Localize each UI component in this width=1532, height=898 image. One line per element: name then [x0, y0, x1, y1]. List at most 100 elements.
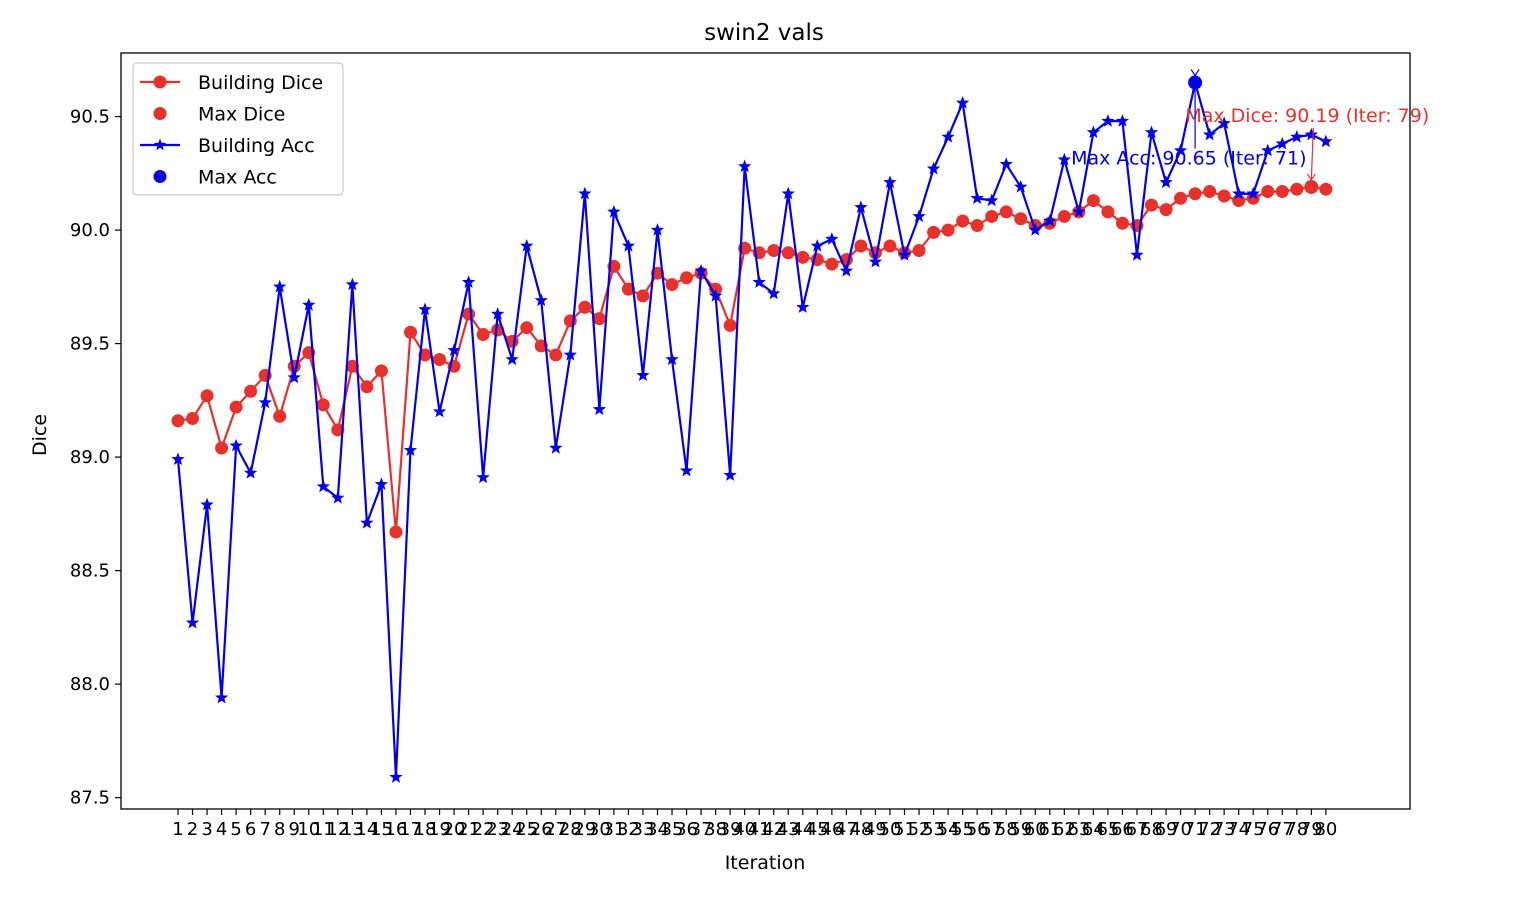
data-point	[1101, 114, 1115, 127]
data-point	[360, 515, 374, 529]
legend-label: Building Acc	[198, 135, 315, 157]
data-point	[650, 223, 665, 236]
max-acc-arrowhead	[1190, 69, 1200, 77]
data-point	[171, 414, 185, 428]
data-point	[592, 402, 607, 416]
x-tick-label: 9	[289, 819, 300, 840]
max-dice-annotation: Max Dice: 90.19 (Iter: 79)	[1185, 105, 1429, 127]
data-point	[1057, 209, 1071, 223]
data-point	[1290, 130, 1304, 143]
x-tick-label: 2	[187, 819, 198, 840]
x-tick-label: 55	[951, 819, 974, 840]
x-tick-label: 43	[777, 819, 800, 840]
x-tick-label: 68	[1140, 819, 1163, 840]
data-point	[215, 441, 229, 455]
x-tick-label: 11	[312, 819, 335, 840]
x-tick-label: 31	[602, 819, 625, 840]
data-point	[200, 389, 214, 403]
data-point	[447, 343, 461, 357]
data-point	[505, 352, 519, 366]
data-point	[767, 286, 781, 300]
x-tick-label: 45	[806, 819, 829, 840]
x-tick-label: 76	[1256, 819, 1279, 840]
data-point	[549, 441, 563, 454]
data-point	[985, 193, 999, 207]
x-tick-label: 71	[1184, 819, 1207, 840]
x-tick-label: 17	[399, 819, 422, 840]
data-point	[1290, 182, 1304, 196]
data-point	[1261, 143, 1275, 157]
x-tick-label: 20	[443, 819, 466, 840]
data-point	[389, 770, 403, 783]
data-point	[927, 225, 941, 239]
data-point	[578, 300, 592, 314]
data-point	[549, 348, 563, 362]
data-point	[287, 370, 301, 384]
x-tick-label: 67	[1126, 819, 1149, 840]
x-tick-label: 34	[646, 819, 669, 840]
x-tick-label: 26	[530, 819, 553, 840]
x-tick-label: 41	[748, 819, 771, 840]
y-tick-label: 88.5	[70, 561, 110, 582]
x-tick-label: 73	[1213, 819, 1236, 840]
x-tick-label: 65	[1096, 819, 1119, 840]
legend-swatch-marker	[153, 138, 167, 151]
legend-item-max-acc: Max Acc	[153, 167, 277, 189]
data-point	[258, 395, 272, 409]
data-point	[854, 239, 868, 253]
data-point	[621, 282, 635, 296]
x-tick-label: 47	[835, 819, 858, 840]
data-point	[331, 490, 345, 504]
data-point	[796, 300, 810, 313]
data-point	[360, 380, 374, 394]
x-tick-label: 69	[1155, 819, 1178, 840]
annotation-layer: Max Dice: 90.19 (Iter: 79) Max Acc: 90.65…	[1071, 69, 1429, 194]
data-point	[476, 470, 490, 484]
x-tick-label: 36	[675, 819, 698, 840]
x-axis-label: Iteration	[725, 852, 806, 874]
series-line	[177, 185, 1327, 534]
x-tick-label: 75	[1242, 819, 1265, 840]
x-tick-label: 60	[1024, 819, 1047, 840]
data-point	[1319, 182, 1333, 196]
x-tick-label: 79	[1300, 819, 1323, 840]
x-tick-label: 3	[201, 819, 212, 840]
data-point	[1144, 125, 1159, 139]
x-tick-label: 18	[414, 819, 437, 840]
x-axis: 1 2 3 4 5 6 7 8 91011121314151617181920212223242…	[172, 809, 1337, 840]
legend-item-building-dice: Building Dice	[140, 72, 323, 94]
data-point	[752, 275, 766, 288]
x-tick-label: 22	[472, 819, 495, 840]
data-point	[302, 298, 316, 311]
data-point	[1086, 194, 1100, 208]
y-tick-label: 88.0	[70, 674, 110, 695]
data-point	[868, 254, 883, 268]
data-point	[432, 404, 447, 418]
max-dice-arrow	[1310, 127, 1314, 180]
x-tick-label: 72	[1198, 819, 1221, 840]
data-point	[578, 186, 592, 200]
data-point	[185, 615, 200, 629]
x-tick-label: 56	[966, 819, 989, 840]
x-tick-label: 63	[1067, 819, 1090, 840]
data-point	[316, 398, 330, 412]
legend-box	[132, 62, 344, 196]
data-point	[621, 238, 636, 252]
data-point	[433, 352, 447, 366]
data-point	[854, 200, 868, 214]
data-point	[1261, 184, 1275, 198]
x-tick-label: 58	[995, 819, 1018, 840]
data-point	[273, 409, 287, 423]
y-tick-label: 90.5	[70, 107, 110, 128]
x-tick-label: 19	[428, 819, 451, 840]
x-tick-label: 42	[762, 819, 785, 840]
x-tick-label: 52	[908, 819, 931, 840]
series-building-dice	[171, 180, 1333, 539]
data-point	[839, 263, 854, 277]
data-point	[708, 288, 723, 302]
data-point	[1145, 198, 1159, 212]
data-point	[999, 157, 1013, 170]
x-tick-label: 48	[849, 819, 872, 840]
x-tick-label: 7	[259, 819, 270, 840]
data-point	[1246, 186, 1260, 200]
